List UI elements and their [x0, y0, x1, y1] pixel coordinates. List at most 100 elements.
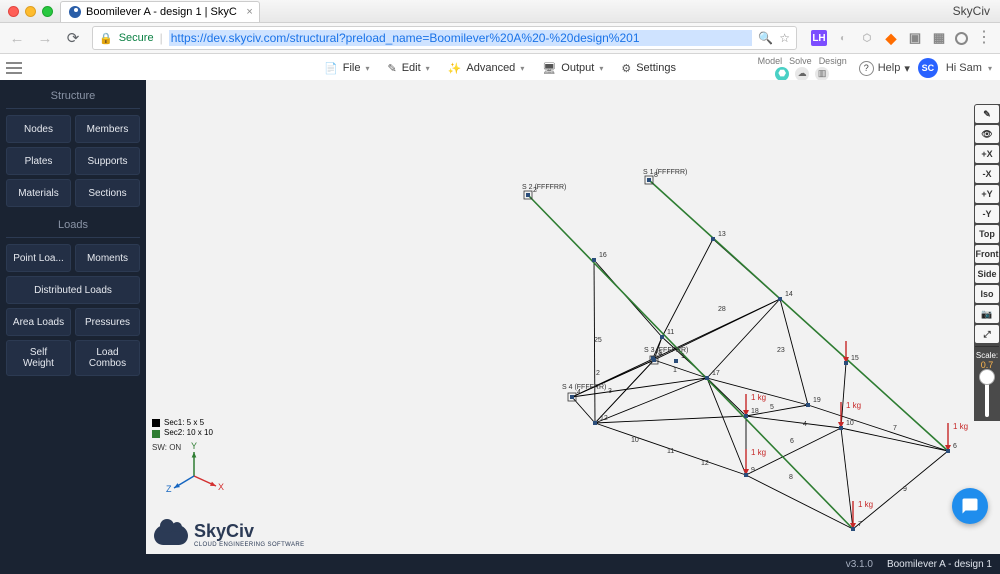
tab-close-icon[interactable]: ×: [246, 6, 252, 18]
sidebar-btn-distributed[interactable]: Distributed Loads: [6, 276, 140, 304]
help-icon: ?: [859, 61, 874, 76]
ext-icon[interactable]: ◆: [883, 30, 899, 46]
menu-edit-label: Edit: [402, 62, 421, 74]
svg-text:8: 8: [654, 172, 658, 179]
omnibox[interactable]: 🔒 Secure | 🔍 ☆: [92, 26, 797, 50]
status-version: v3.1.0: [846, 559, 873, 570]
view-btn[interactable]: ✎: [975, 105, 999, 123]
sidebar-btn-materials[interactable]: Materials: [6, 179, 71, 207]
url-input[interactable]: [169, 30, 753, 46]
help-menu[interactable]: ? Help ▾: [859, 61, 910, 76]
ext-icon[interactable]: ⬡: [859, 30, 875, 46]
svg-text:17: 17: [712, 370, 720, 377]
svg-text:1 kg: 1 kg: [858, 500, 873, 509]
lock-icon: 🔒: [99, 32, 113, 45]
view-btn[interactable]: +X: [975, 145, 999, 163]
ext-icon[interactable]: ▦: [931, 30, 947, 46]
svg-text:19: 19: [813, 397, 821, 404]
svg-text:7: 7: [858, 521, 862, 528]
nav-forward-icon[interactable]: →: [36, 30, 54, 47]
mode-design-button[interactable]: ▥: [815, 67, 829, 81]
sidebar-btn-pointloads[interactable]: Point Loa...: [6, 244, 71, 272]
ext-icon[interactable]: LH: [811, 30, 827, 46]
svg-text:6: 6: [790, 438, 794, 445]
secure-label: Secure: [119, 32, 154, 44]
window-min-dot[interactable]: [25, 6, 36, 17]
svg-text:1 kg: 1 kg: [751, 393, 766, 402]
model-canvas[interactable]: 2528235467891211102131 kg1 kg1 kg1 kg1 k…: [146, 80, 1000, 554]
menu-file[interactable]: 📄 File ▾: [324, 62, 369, 75]
star-icon[interactable]: ☆: [779, 31, 790, 45]
browser-tab[interactable]: Boomilever A - design 1 | SkyC ×: [60, 1, 260, 22]
search-icon[interactable]: 🔍: [758, 31, 773, 45]
sidebar-btn-supports[interactable]: Supports: [75, 147, 140, 175]
menu-advanced[interactable]: ✨ Advanced ▾: [448, 62, 525, 75]
status-project: Boomilever A - design 1: [887, 559, 992, 570]
sidebar-btn-loadcombos[interactable]: Load Combos: [75, 340, 140, 376]
svg-text:S 1 (FFFFRR): S 1 (FFFFRR): [643, 169, 687, 176]
svg-text:16: 16: [599, 252, 607, 259]
sidebar-btn-sections[interactable]: Sections: [75, 179, 140, 207]
logo-text: SkyCiv: [194, 521, 254, 541]
menu-output[interactable]: 🖥 Output ▾: [542, 62, 603, 75]
sidebar-btn-members[interactable]: Members: [75, 115, 140, 143]
mode-tabs: Model Solve Design ⬣ ☁ ▥: [758, 56, 847, 81]
svg-text:10: 10: [846, 420, 854, 427]
svg-text:14: 14: [785, 291, 793, 298]
sidebar-btn-moments[interactable]: Moments: [75, 244, 140, 272]
svg-text:2: 2: [596, 370, 600, 377]
view-btn[interactable]: -Y: [975, 205, 999, 223]
help-label: Help: [878, 62, 901, 74]
advanced-icon: ✨: [448, 62, 462, 75]
view-btn[interactable]: 📷: [975, 305, 999, 323]
chrome-menu-icon[interactable]: ⋮: [976, 31, 992, 45]
svg-text:12: 12: [600, 415, 608, 422]
svg-text:1: 1: [673, 367, 677, 374]
ext-icon[interactable]: ◐: [835, 30, 851, 46]
view-btn[interactable]: Front: [975, 245, 999, 263]
nav-reload-icon[interactable]: ⟳: [64, 29, 82, 47]
view-btn[interactable]: +Y: [975, 185, 999, 203]
sidebar-btn-selfweight[interactable]: Self Weight: [6, 340, 71, 376]
svg-text:Y: Y: [191, 441, 197, 451]
sidebar-heading-loads: Loads: [6, 215, 140, 238]
sidebar-btn-arealoads[interactable]: Area Loads: [6, 308, 71, 336]
svg-text:5: 5: [770, 404, 774, 411]
caret-down-icon: ▾: [426, 64, 430, 73]
svg-text:S 4 (FFFFRR): S 4 (FFFFRR): [562, 384, 606, 391]
svg-text:3: 3: [608, 388, 612, 395]
window-max-dot[interactable]: [42, 6, 53, 17]
skyciv-logo: SkyCiv CLOUD ENGINEERING SOFTWARE: [154, 521, 305, 548]
file-icon: 📄: [324, 62, 338, 75]
view-btn[interactable]: Iso: [975, 285, 999, 303]
svg-text:4: 4: [577, 389, 581, 396]
view-btn[interactable]: -X: [975, 165, 999, 183]
sidebar-btn-nodes[interactable]: Nodes: [6, 115, 71, 143]
window-close-dot[interactable]: [8, 6, 19, 17]
mode-solve-button[interactable]: ☁: [795, 67, 809, 81]
app-menubar: 📄 File ▾ ✎ Edit ▾ ✨ Advanced ▾ 🖥 Output …: [0, 54, 1000, 83]
view-btn[interactable]: 👁: [975, 125, 999, 143]
view-btn[interactable]: Top: [975, 225, 999, 243]
mode-model-button[interactable]: ⬣: [775, 67, 789, 81]
svg-text:1 kg: 1 kg: [953, 422, 968, 431]
extension-icons: LH ◐ ⬡ ◆ ▣ ▦ ⋮: [807, 30, 992, 46]
svg-text:1 kg: 1 kg: [751, 448, 766, 457]
sidebar-btn-pressures[interactable]: Pressures: [75, 308, 140, 336]
view-btn[interactable]: ⤢: [975, 325, 999, 343]
avatar[interactable]: SC: [918, 58, 938, 78]
svg-text:1: 1: [681, 353, 685, 360]
scale-slider[interactable]: Scale:0.7: [974, 349, 1000, 421]
nav-back-icon[interactable]: ←: [8, 30, 26, 47]
ext-icon[interactable]: [955, 32, 968, 45]
browser-tabstrip: Boomilever A - design 1 | SkyC ×: [60, 0, 260, 22]
chat-bubble[interactable]: [952, 488, 988, 524]
ext-icon[interactable]: ▣: [907, 30, 923, 46]
sidebar-btn-plates[interactable]: Plates: [6, 147, 71, 175]
menu-edit[interactable]: ✎ Edit ▾: [387, 62, 429, 75]
browser-toolbar: ← → ⟳ 🔒 Secure | 🔍 ☆ LH ◐ ⬡ ◆ ▣ ▦ ⋮: [0, 23, 1000, 54]
menu-settings[interactable]: ⚙ Settings: [621, 62, 676, 75]
sidebar-heading-structure: Structure: [6, 86, 140, 109]
view-btn[interactable]: Side: [975, 265, 999, 283]
user-greeting[interactable]: Hi Sam ▾: [946, 62, 992, 74]
